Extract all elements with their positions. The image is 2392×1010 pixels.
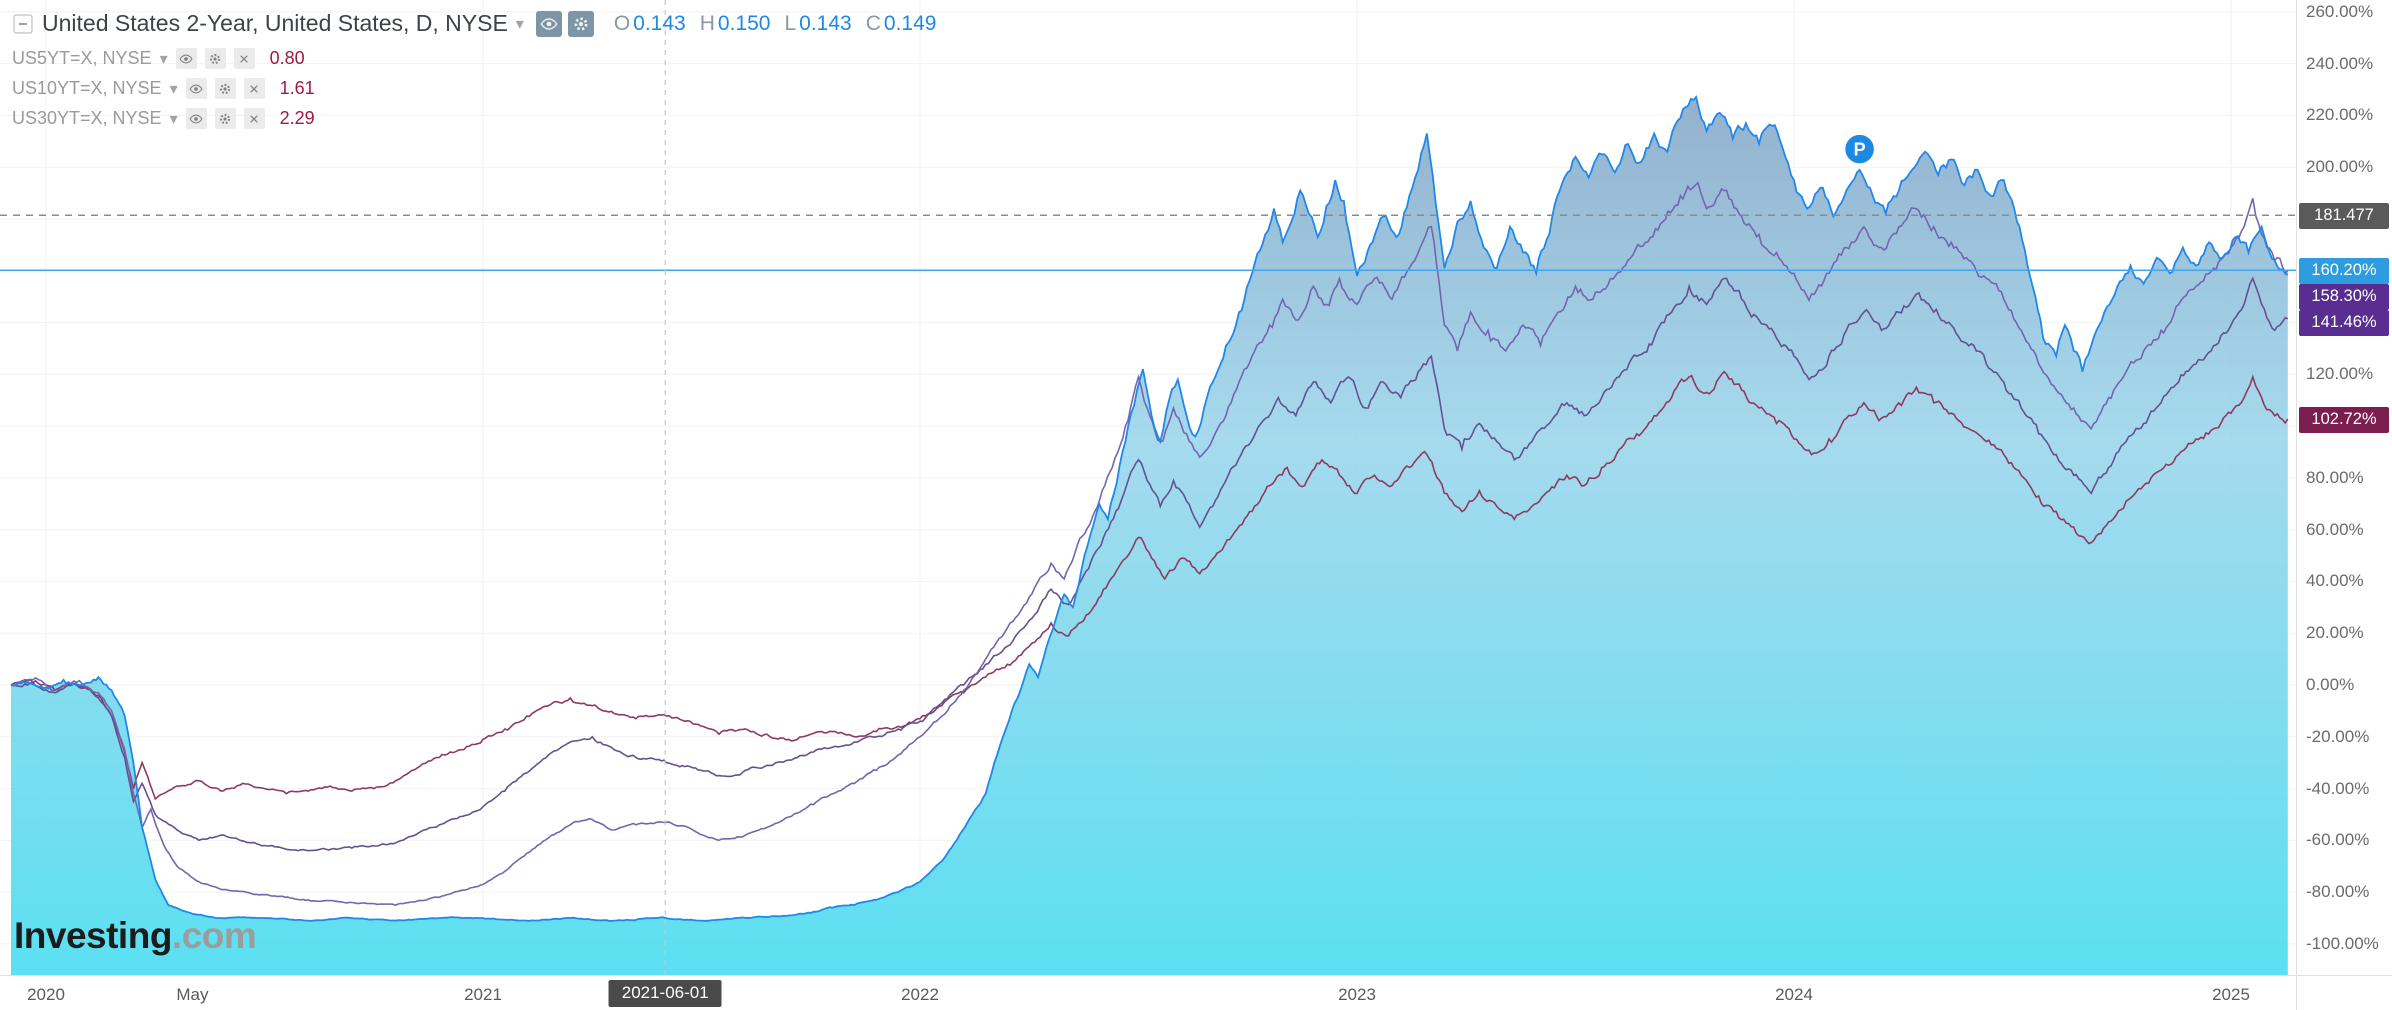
price-axis-badge: 158.30%	[2299, 284, 2389, 311]
settings-icon[interactable]	[214, 78, 236, 99]
time-tick-label: 2022	[901, 985, 939, 1004]
chevron-down-icon[interactable]: ▾	[169, 110, 178, 128]
price-tick-label: 60.00%	[2306, 519, 2364, 539]
time-tick-label: 2021	[464, 985, 502, 1004]
compare-symbol-value: 0.80	[269, 48, 305, 68]
idea-marker-label: P	[1854, 140, 1866, 160]
price-axis-badge: 141.46%	[2299, 310, 2389, 337]
visibility-icon[interactable]	[185, 78, 207, 99]
ohlc-letter: L	[784, 11, 797, 35]
compare-symbol-row: US30YT=X, NYSE ▾ 2.29	[12, 108, 936, 129]
time-axis[interactable]: 2020 May 2021 2022 2023 2024 2025 2021-06-01	[0, 975, 2296, 1010]
close-icon[interactable]	[243, 108, 265, 129]
visibility-icon[interactable]	[185, 108, 207, 129]
ohlc-letter: H	[699, 11, 715, 35]
legend-collapse-icon[interactable]	[12, 13, 34, 35]
compare-symbol-value: 2.29	[279, 108, 315, 128]
price-tick-label: 220.00%	[2306, 105, 2374, 125]
price-chart-svg[interactable]: P	[0, 0, 2296, 975]
visibility-icon[interactable]	[535, 10, 562, 37]
chart-plot-area[interactable]: P United States 2-Year, United States, D…	[0, 0, 2296, 975]
chart-legend: United States 2-Year, United States, D, …	[12, 10, 936, 138]
price-tick-label: -100.00%	[2306, 933, 2379, 953]
ohlc-letter: C	[865, 11, 881, 35]
price-tick-label: 20.00%	[2306, 623, 2364, 643]
symbol-title[interactable]: United States 2-Year, United States, D, …	[42, 10, 508, 36]
ohlc-h: H 0.150	[700, 12, 771, 36]
price-tick-label: 120.00%	[2306, 364, 2374, 384]
ohlc-c: C 0.149	[866, 12, 937, 36]
compare-symbol-row: US10YT=X, NYSE ▾ 1.61	[12, 78, 936, 99]
price-axis-badge: 160.20%	[2299, 258, 2389, 285]
watermark-suffix: .com	[171, 915, 257, 956]
crosshair-date-badge: 2021-06-01	[608, 980, 722, 1007]
time-tick-label: 2024	[1775, 985, 1813, 1004]
series-line-us30ytx[interactable]	[10, 370, 2289, 801]
ohlc-value: 0.143	[633, 11, 686, 35]
ohlc-letter: O	[613, 11, 631, 35]
price-axis-badge: 181.477	[2299, 203, 2389, 230]
series-area-us2y[interactable]	[11, 97, 2288, 975]
compare-symbol-label[interactable]: US30YT=X, NYSE	[12, 108, 162, 128]
price-tick-label: -20.00%	[2306, 726, 2370, 746]
close-icon[interactable]	[243, 78, 265, 99]
price-axis-badge: 102.72%	[2299, 407, 2389, 434]
time-tick-label: 2023	[1338, 985, 1376, 1004]
ohlc-l: L 0.143	[784, 12, 851, 36]
price-tick-label: -60.00%	[2306, 830, 2370, 850]
compare-symbol-label[interactable]: US5YT=X, NYSE	[12, 48, 152, 68]
idea-marker[interactable]	[1843, 133, 1876, 165]
ohlc-value: 0.143	[799, 11, 852, 35]
main-symbol-row: United States 2-Year, United States, D, …	[12, 10, 936, 37]
watermark-brand: Investing	[14, 915, 172, 956]
price-tick-label: -80.00%	[2306, 882, 2370, 902]
price-tick-label: -40.00%	[2306, 778, 2370, 798]
series-line-us5ytx[interactable]	[10, 181, 2289, 906]
ohlc-o: O 0.143	[614, 12, 686, 36]
chevron-down-icon[interactable]: ▾	[159, 50, 168, 68]
investing-watermark: Investing.com	[14, 915, 257, 957]
price-tick-label: 260.00%	[2306, 1, 2374, 21]
price-tick-label: 80.00%	[2306, 467, 2364, 487]
settings-icon[interactable]	[214, 108, 236, 129]
price-tick-label: 240.00%	[2306, 53, 2374, 73]
header-icon-group	[535, 10, 594, 37]
price-tick-label: 40.00%	[2306, 571, 2364, 591]
compare-symbols-list: US5YT=X, NYSE ▾ 0.80 US10YT=X, NYSE ▾ 1.61 US3…	[12, 48, 936, 129]
settings-icon[interactable]	[204, 48, 226, 69]
chevron-down-icon[interactable]: ▾	[515, 15, 524, 33]
close-icon[interactable]	[233, 48, 255, 69]
price-tick-label: 0.00%	[2306, 675, 2355, 694]
ohlc-value: 0.149	[883, 11, 937, 35]
time-tick-label: 2020	[27, 985, 65, 1004]
time-tick-label: May	[176, 985, 209, 1004]
compare-symbol-value: 1.61	[279, 78, 315, 98]
ohlc-values: O 0.143 H 0.150 L 0.143 C 0.149	[614, 12, 937, 36]
ohlc-value: 0.150	[717, 11, 771, 35]
price-axis[interactable]: 260.00%240.00%220.00%200.00%180.00%160.0…	[2296, 0, 2392, 975]
settings-icon[interactable]	[567, 10, 594, 37]
visibility-icon[interactable]	[175, 48, 197, 69]
series-line-us2y[interactable]	[10, 95, 2289, 922]
time-tick-label: 2025	[2212, 985, 2250, 1004]
axis-corner	[2296, 975, 2392, 1010]
compare-symbol-row: US5YT=X, NYSE ▾ 0.80	[12, 48, 936, 69]
series-line-us10ytx[interactable]	[10, 276, 2289, 852]
compare-symbol-label[interactable]: US10YT=X, NYSE	[12, 78, 162, 98]
chevron-down-icon[interactable]: ▾	[169, 80, 178, 98]
price-tick-label: 200.00%	[2306, 157, 2374, 177]
